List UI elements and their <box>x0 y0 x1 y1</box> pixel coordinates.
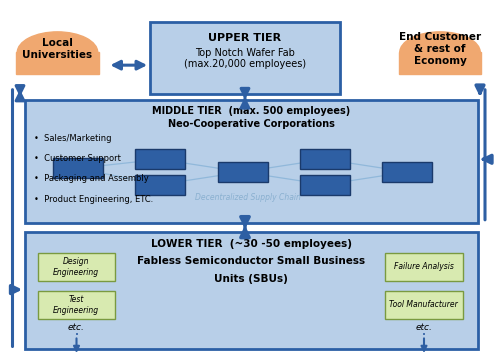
Ellipse shape <box>17 32 98 73</box>
FancyBboxPatch shape <box>385 291 462 319</box>
Ellipse shape <box>33 34 92 67</box>
Text: Local
Universities: Local Universities <box>22 38 92 60</box>
Text: Fabless Semiconductor Small Business: Fabless Semiconductor Small Business <box>137 256 366 266</box>
Ellipse shape <box>34 35 80 61</box>
Text: •  Packaging and Assembly: • Packaging and Assembly <box>34 174 149 184</box>
Text: Design
Engineering: Design Engineering <box>53 257 100 277</box>
FancyBboxPatch shape <box>135 149 185 169</box>
Ellipse shape <box>22 34 82 67</box>
FancyBboxPatch shape <box>52 159 102 178</box>
FancyBboxPatch shape <box>385 253 462 281</box>
Text: LOWER TIER  (~30 -50 employees): LOWER TIER (~30 -50 employees) <box>151 239 352 249</box>
FancyBboxPatch shape <box>38 291 115 319</box>
Text: •  Product Engineering, ETC.: • Product Engineering, ETC. <box>34 195 153 204</box>
FancyBboxPatch shape <box>150 22 340 94</box>
Ellipse shape <box>405 34 464 67</box>
Bar <box>398 52 481 74</box>
FancyBboxPatch shape <box>300 149 350 169</box>
FancyBboxPatch shape <box>38 253 115 281</box>
Text: •  Customer Support: • Customer Support <box>34 154 121 163</box>
Text: etc.: etc. <box>68 323 85 332</box>
Text: Decentralized Supply Chain: Decentralized Supply Chain <box>194 193 300 202</box>
Ellipse shape <box>412 34 463 63</box>
Text: Failure Analysis: Failure Analysis <box>394 262 454 272</box>
Ellipse shape <box>416 34 475 67</box>
FancyBboxPatch shape <box>25 100 477 223</box>
Ellipse shape <box>35 34 86 63</box>
Text: Top Notch Wafer Fab
(max.20,000 employees): Top Notch Wafer Fab (max.20,000 employee… <box>184 48 306 70</box>
FancyBboxPatch shape <box>135 175 185 195</box>
Text: Neo-Cooperative Corporations: Neo-Cooperative Corporations <box>168 119 334 130</box>
Ellipse shape <box>30 34 80 63</box>
FancyBboxPatch shape <box>300 175 350 195</box>
Text: Tool Manufacturer: Tool Manufacturer <box>390 300 458 310</box>
FancyBboxPatch shape <box>25 232 477 349</box>
FancyBboxPatch shape <box>382 162 432 182</box>
Bar <box>16 52 99 74</box>
Ellipse shape <box>418 34 468 63</box>
Text: Test
Engineering: Test Engineering <box>53 295 100 315</box>
Text: UPPER TIER: UPPER TIER <box>208 33 282 43</box>
Text: etc.: etc. <box>416 323 432 332</box>
FancyBboxPatch shape <box>218 162 268 182</box>
Text: •  Sales/Marketing: • Sales/Marketing <box>34 134 112 143</box>
Text: End Customer
& rest of
Economy: End Customer & rest of Economy <box>399 31 481 67</box>
Text: Units (SBUs): Units (SBUs) <box>214 274 288 284</box>
Ellipse shape <box>417 35 463 61</box>
Text: MIDDLE TIER  (max. 500 employees): MIDDLE TIER (max. 500 employees) <box>152 106 350 116</box>
Ellipse shape <box>400 32 480 73</box>
